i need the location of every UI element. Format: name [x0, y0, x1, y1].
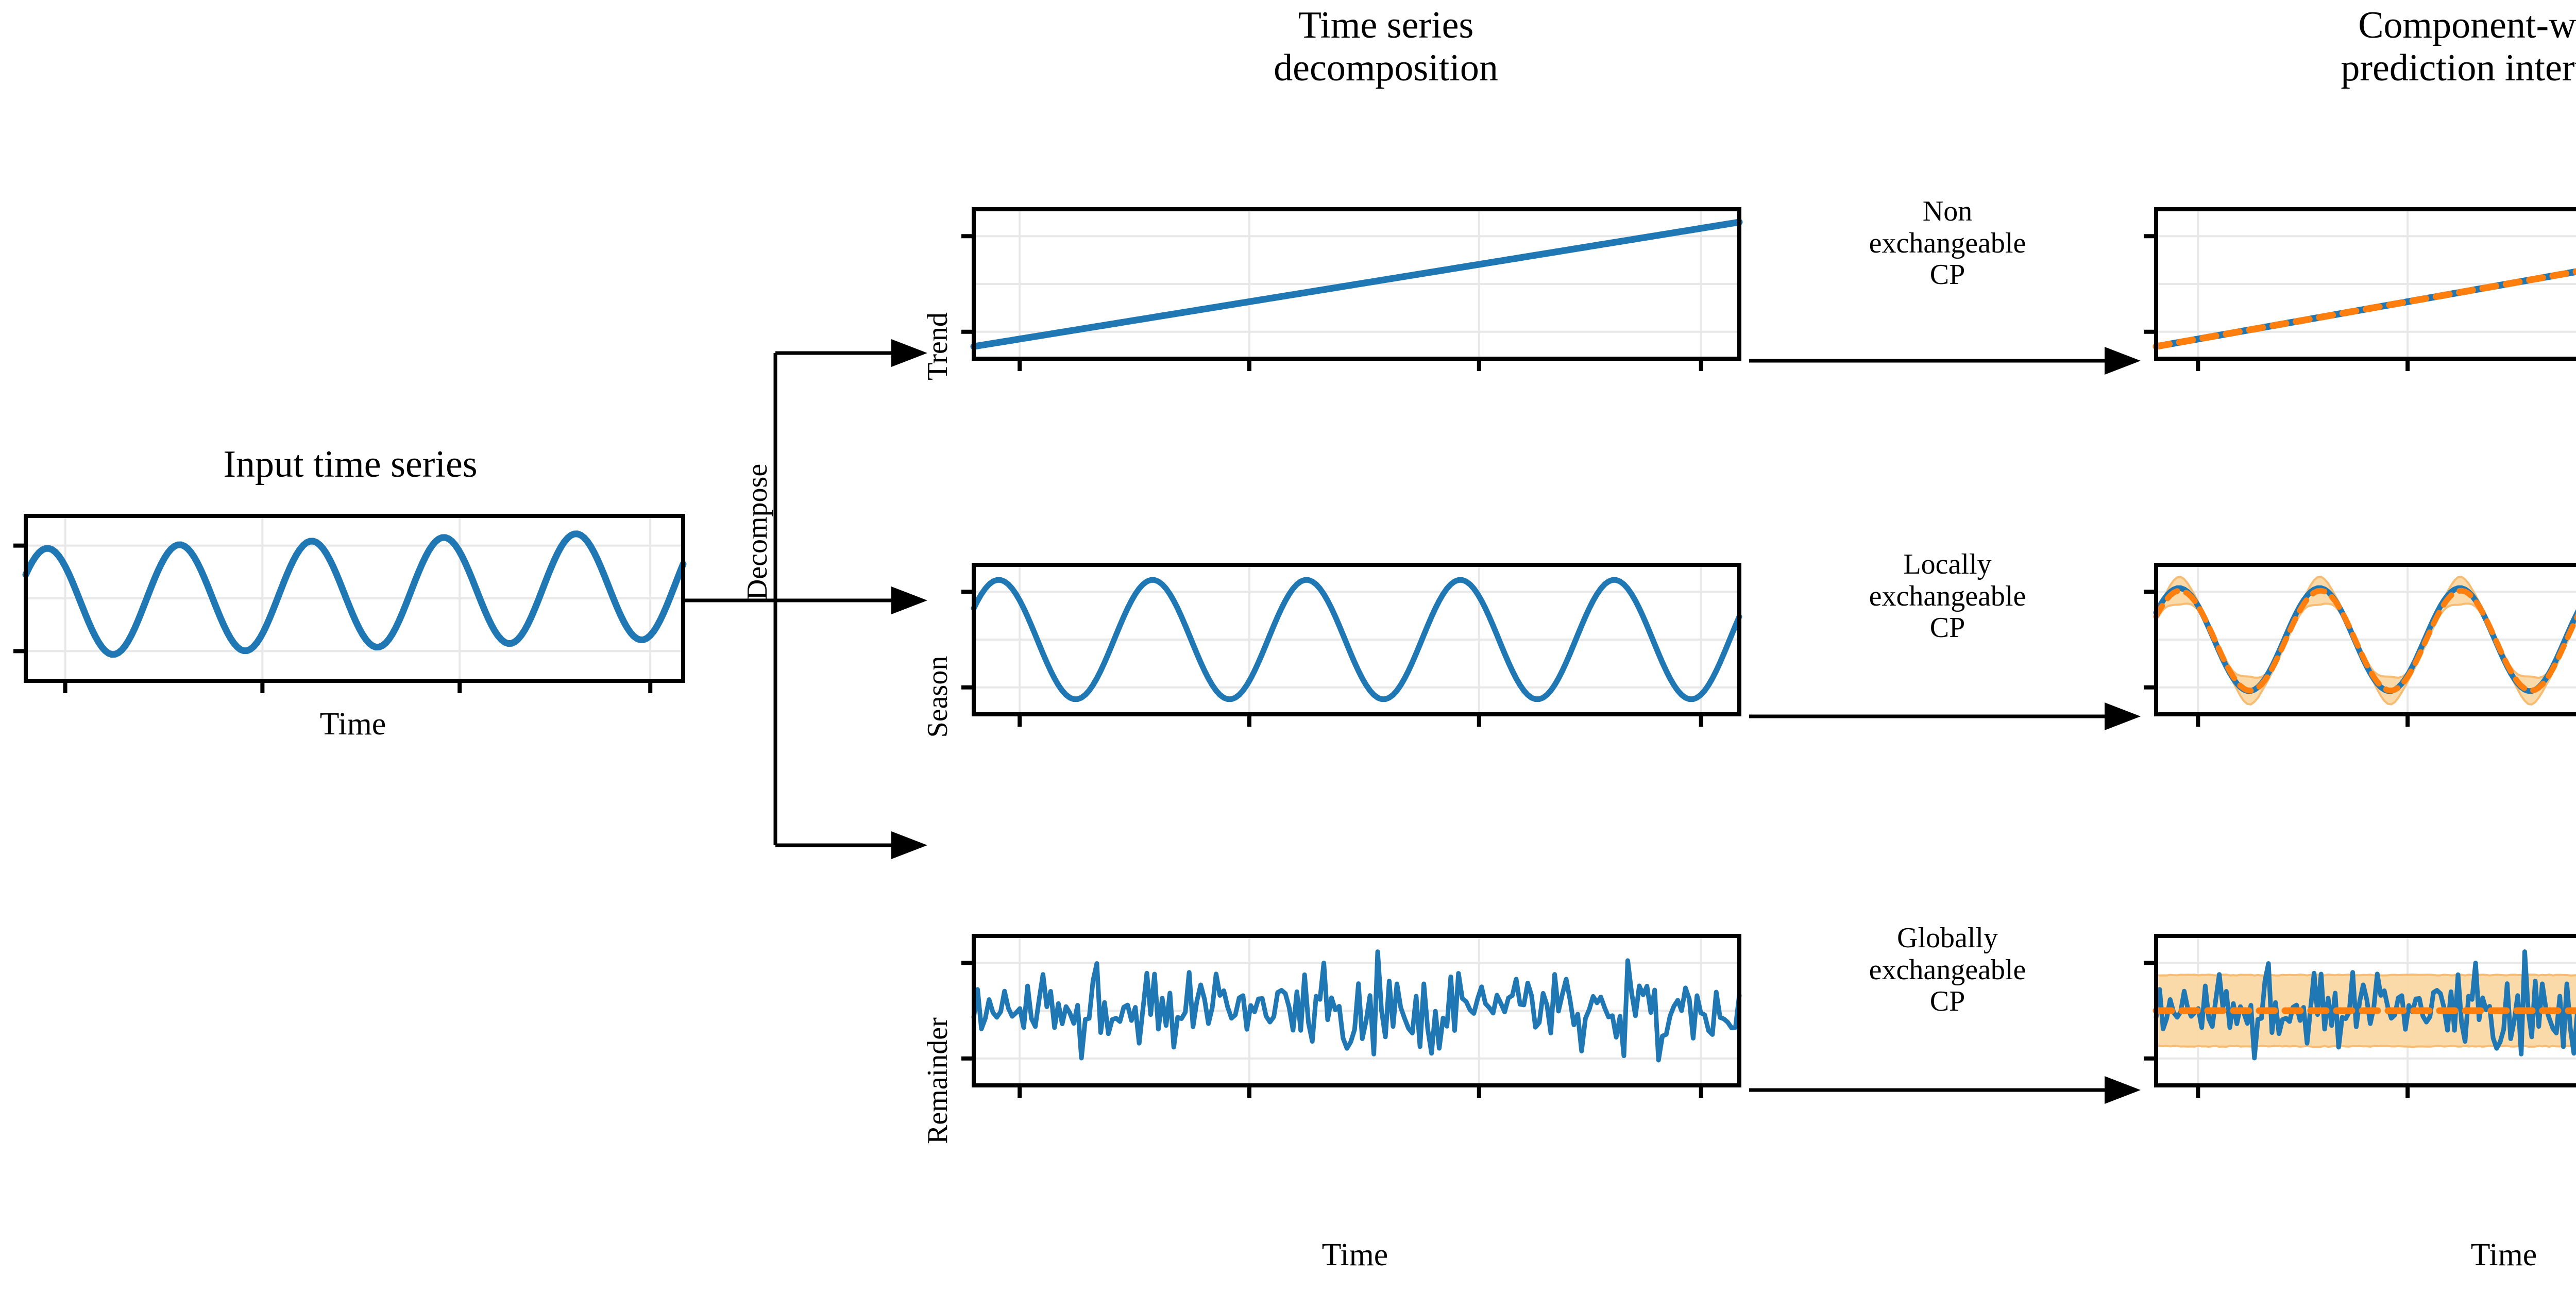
title-input-time-series: Input time series — [223, 443, 478, 485]
cp-column-xaxis-label: Time — [2470, 1237, 2537, 1272]
title-component-wise-prediction-intervals: Component-wise prediction intervals — [2341, 4, 2576, 89]
chart-season-component — [961, 562, 1742, 727]
remainder-cp-arrow — [1749, 1076, 2141, 1104]
trend-yaxis-label: Trend — [922, 312, 954, 380]
chart-season-prediction-interval — [2144, 562, 2576, 727]
season-cp-label: Locally exchangeable CP — [1869, 548, 2026, 644]
trend-cp-arrow — [1749, 347, 2141, 375]
trend-prediction-interval-plot — [2144, 207, 2576, 371]
season-component-plot — [961, 563, 1742, 727]
input-time-series-plot — [13, 514, 687, 693]
decompose-arrows — [685, 339, 927, 859]
chart-trend-prediction-interval — [2144, 206, 2576, 371]
title-time-series-decomposition: Time series decomposition — [1274, 4, 1498, 89]
season-yaxis-label: Season — [922, 656, 954, 738]
chart-remainder-prediction-interval — [2144, 933, 2576, 1098]
decompose-label: Decompose — [741, 463, 773, 600]
chart-remainder-component — [961, 933, 1742, 1098]
chart-input-time-series — [13, 513, 687, 693]
remainder-cp-label: Globally exchangeable CP — [1869, 922, 2026, 1018]
remainder-yaxis-label: Remainder — [922, 1017, 954, 1144]
chart-trend-component — [961, 206, 1743, 371]
season-cp-arrow — [1749, 702, 2141, 730]
remainder-prediction-interval-plot — [2144, 934, 2576, 1098]
middle-column-xaxis-label: Time — [1321, 1237, 1388, 1272]
season-prediction-interval-plot — [2144, 563, 2576, 727]
input-xaxis-label: Time — [319, 707, 386, 742]
remainder-component-plot — [961, 934, 1742, 1098]
trend-cp-label: Non exchangeable CP — [1869, 195, 2026, 291]
trend-component-plot — [961, 207, 1743, 371]
